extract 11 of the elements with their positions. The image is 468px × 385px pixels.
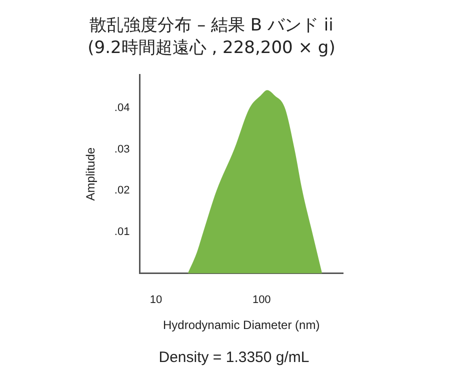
chart-subtitle: (9.2時間超遠心 , 228,200 × g) <box>88 38 336 58</box>
x-tick-label: 10 <box>150 294 162 306</box>
y-tick-label: .02 <box>114 184 130 197</box>
y-tick-label: .01 <box>114 226 130 238</box>
y-tick-label: .03 <box>114 143 130 156</box>
x-axis-title: Hydrodynamic Diameter (nm) <box>162 318 320 332</box>
y-axis-title: Amplitude <box>84 147 98 201</box>
text: Density = 1.3350 g/mL <box>158 349 310 366</box>
y-tick-label: .04 <box>114 102 130 114</box>
chart-title: 散乱強度分布 – 結果 B バンド ii <box>90 16 334 36</box>
x-tick-label: 100 <box>252 294 271 306</box>
